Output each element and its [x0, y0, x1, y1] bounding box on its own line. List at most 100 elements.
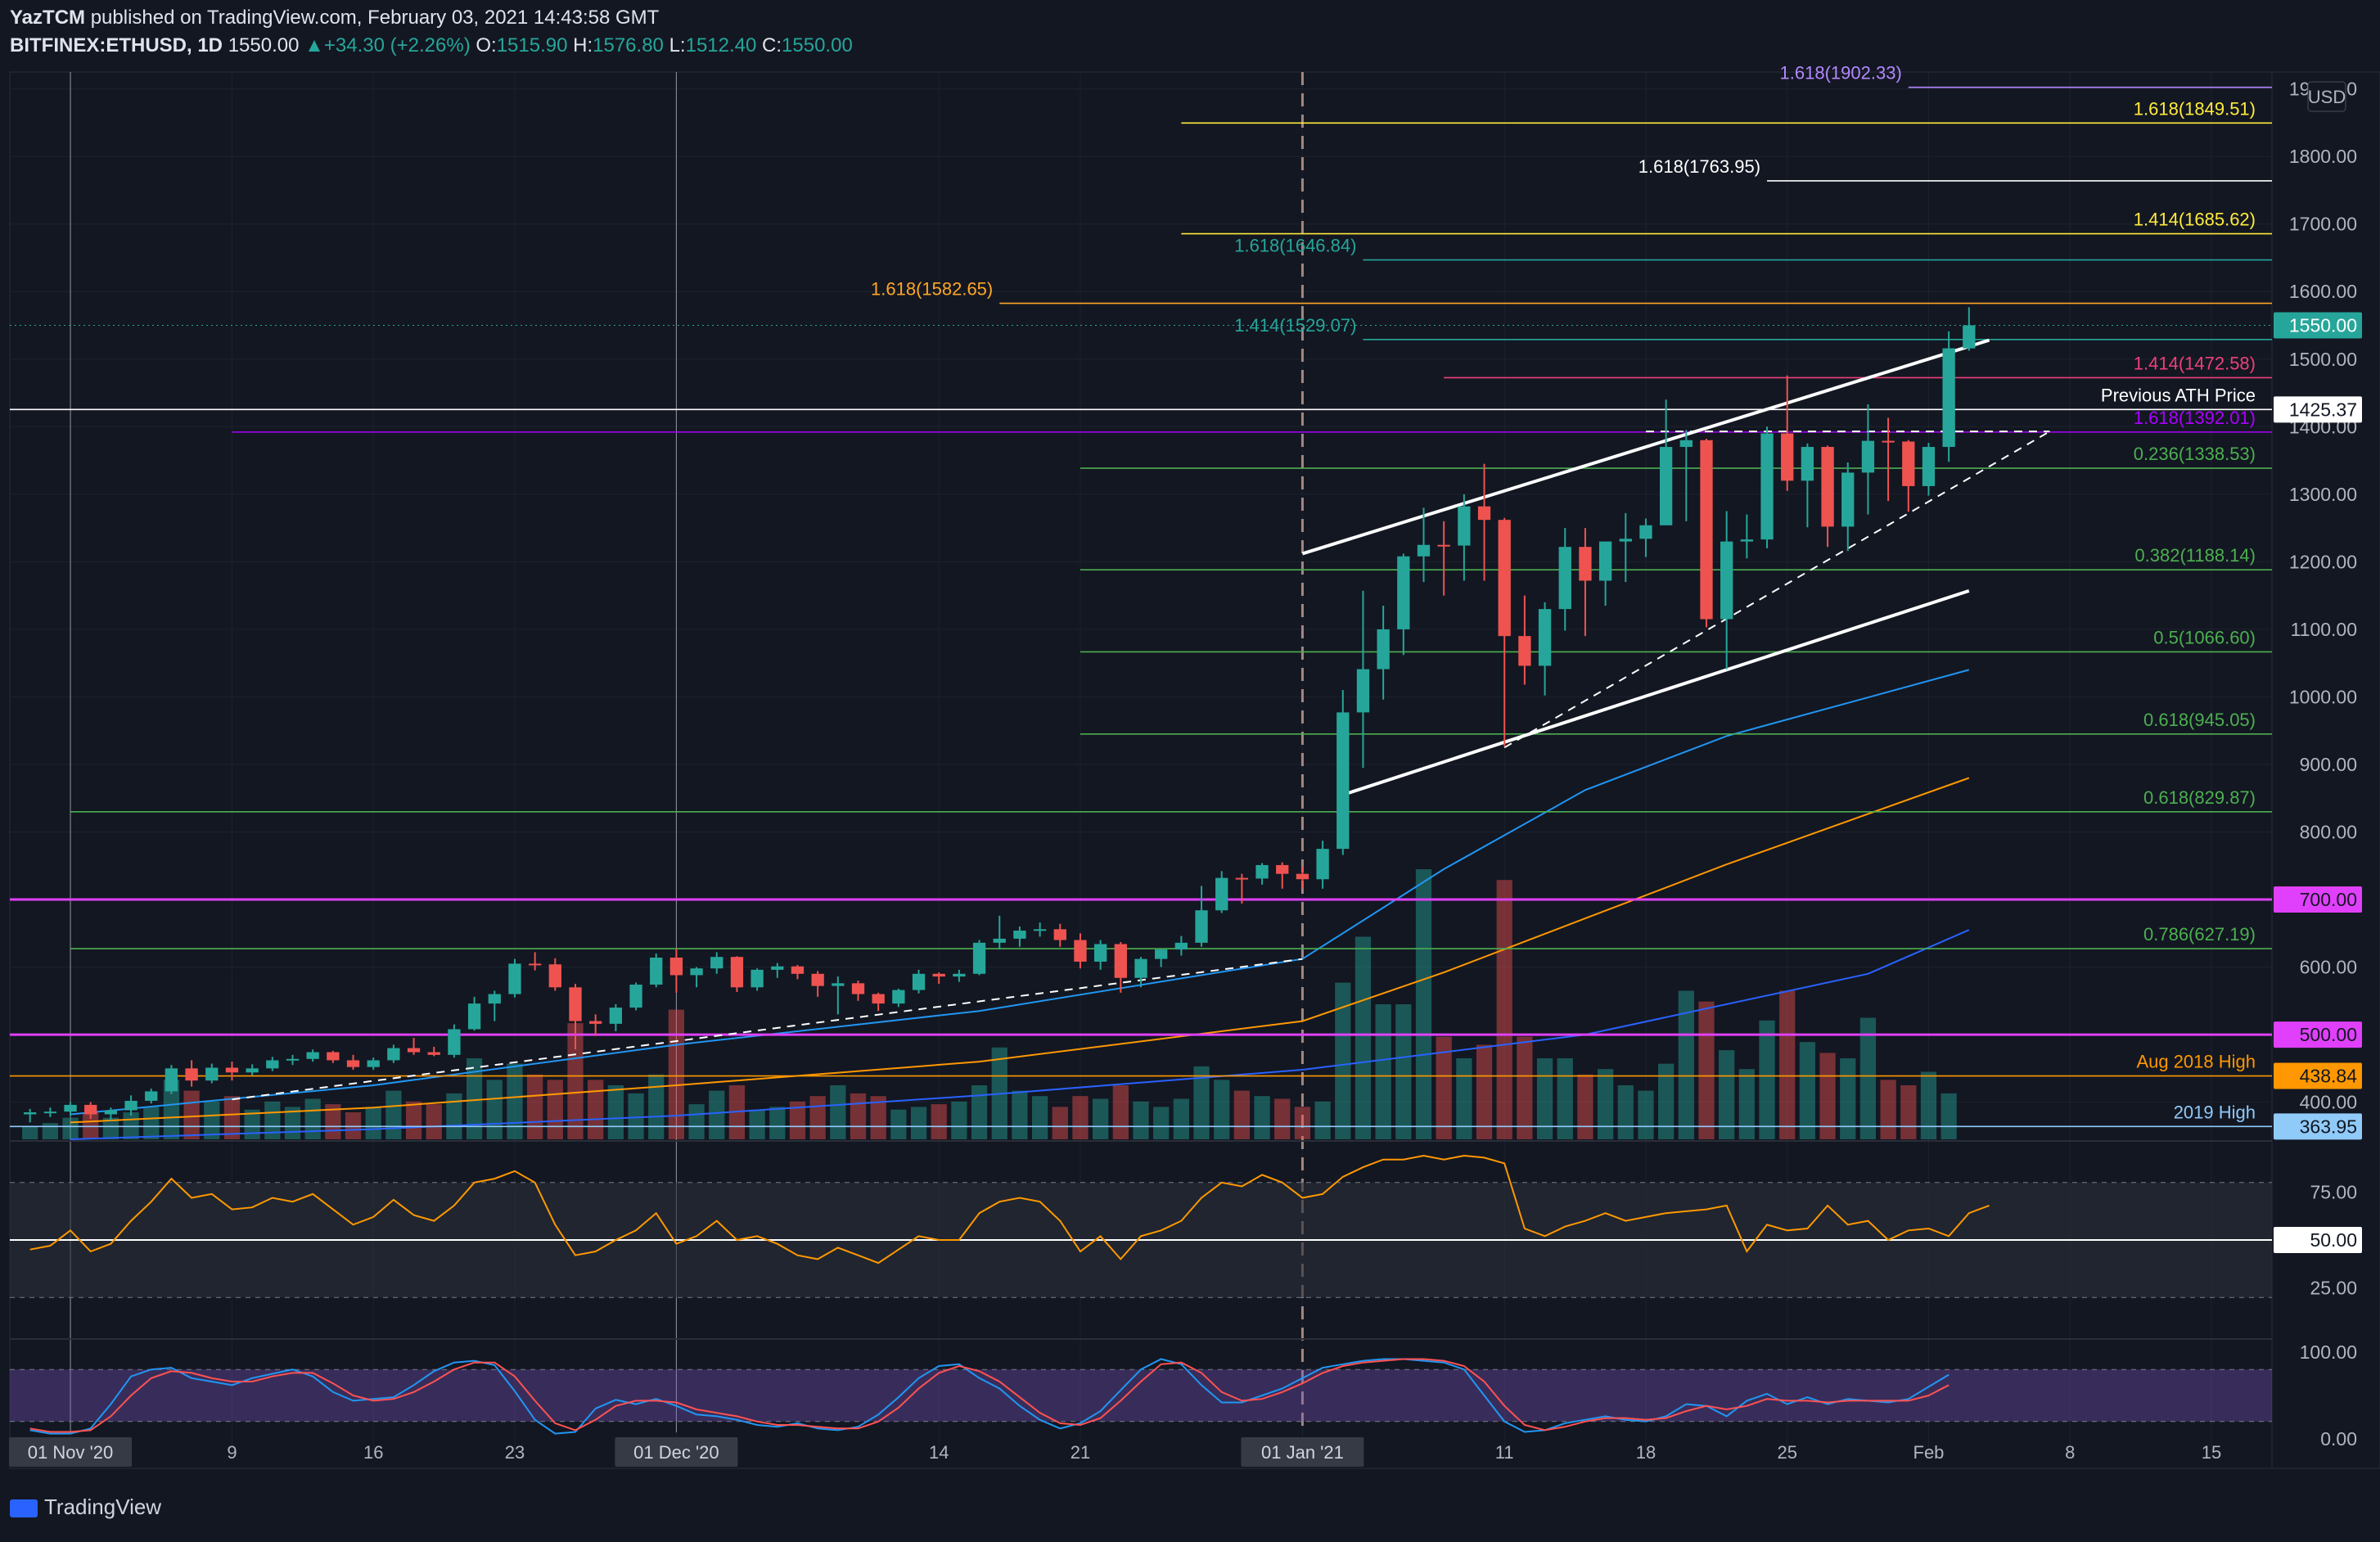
date-tick-label: Feb — [1913, 1442, 1945, 1463]
level-label: 0.618(829.87) — [2143, 787, 2256, 808]
tradingview-brand: TradingView — [44, 1495, 162, 1519]
symbol[interactable]: BITFINEX:ETHUSD, 1D — [10, 34, 223, 56]
candle — [165, 1065, 178, 1094]
candle — [1437, 521, 1450, 596]
price-tick-label: 1300.00 — [2289, 484, 2357, 505]
volume-bar — [1335, 982, 1351, 1139]
volume-bar — [870, 1096, 886, 1139]
candle — [751, 968, 764, 991]
channel-upper-trendline[interactable] — [1301, 338, 1990, 556]
candle-body — [205, 1067, 219, 1081]
tradingview-logo[interactable]: TradingView — [10, 1495, 161, 1520]
dashed-support-2021-trendline[interactable] — [1503, 431, 2051, 749]
volume-bar — [1294, 1107, 1311, 1139]
date-tick-label: 18 — [1636, 1442, 1656, 1463]
level-label: 0.236(1338.53) — [2134, 444, 2256, 464]
candle — [1760, 426, 1774, 548]
candle — [1700, 439, 1713, 628]
candle — [1942, 331, 1955, 462]
volume-bar — [183, 1090, 200, 1139]
candle-body — [953, 973, 966, 977]
volume-bar — [709, 1090, 725, 1139]
candle — [1296, 866, 1309, 889]
candle-body — [225, 1067, 239, 1073]
candle-body — [246, 1068, 259, 1073]
candle-body — [1114, 944, 1127, 978]
candle — [548, 958, 561, 991]
candle — [508, 958, 521, 998]
candle — [327, 1050, 340, 1063]
candle-body — [1477, 506, 1491, 521]
candle-body — [1882, 440, 1895, 443]
level-label: 1.414(1472.58) — [2134, 353, 2256, 373]
volume-bar — [971, 1085, 988, 1139]
candle — [1377, 606, 1390, 700]
candle-body — [1458, 506, 1471, 546]
candle-body — [1437, 544, 1450, 547]
price-tick-label: 1600.00 — [2289, 281, 2357, 302]
candle-body — [1518, 636, 1531, 666]
date-tick-label: 16 — [363, 1442, 383, 1463]
candle-body — [993, 938, 1006, 943]
author[interactable]: YazTCM — [10, 7, 86, 29]
dashed-support-2020-trendline[interactable] — [232, 958, 1303, 1101]
last-price: 1550.00 — [228, 34, 300, 56]
candle — [306, 1049, 319, 1062]
candle-body — [1316, 849, 1329, 880]
candle — [1053, 923, 1066, 947]
volume-bar — [486, 1080, 503, 1139]
level-label: 1.618(1392.01) — [2134, 408, 2256, 428]
candle — [569, 984, 582, 1050]
level-label: 0.5(1066.60) — [2153, 627, 2256, 647]
candle-body — [1174, 942, 1188, 950]
candle-body — [1801, 447, 1814, 481]
candle-body — [467, 1003, 481, 1030]
level-label: 1.618(1849.51) — [2134, 98, 2256, 119]
candle — [1155, 948, 1168, 967]
price-tag-label: 1425.37 — [2289, 399, 2357, 420]
volume-bar — [223, 1096, 241, 1139]
volume-bar — [1072, 1096, 1089, 1139]
volume-bar — [426, 1104, 442, 1139]
volume-bar — [1658, 1063, 1675, 1139]
rsi-tick-label: 75.00 — [2310, 1182, 2357, 1203]
candle — [1963, 307, 1976, 351]
candle — [730, 956, 744, 993]
volume-bar — [809, 1096, 826, 1139]
stoch-tick-label: 100.00 — [2300, 1341, 2357, 1363]
candle-body — [1276, 864, 1289, 874]
date-tick-label: 01 Dec '20 — [633, 1442, 719, 1463]
volume-bar — [244, 1109, 260, 1139]
candle — [972, 940, 986, 976]
candle — [64, 1102, 77, 1116]
candle-body — [1336, 712, 1350, 850]
candle — [1356, 590, 1370, 769]
price-tick-label: 1100.00 — [2291, 619, 2357, 640]
price-tag-label: 363.95 — [2300, 1116, 2357, 1137]
candle — [1336, 690, 1350, 855]
volume-bar — [1254, 1096, 1270, 1139]
volume-bar — [264, 1101, 281, 1139]
candle — [225, 1062, 239, 1081]
volume-bar — [910, 1107, 927, 1139]
candle — [1255, 863, 1269, 885]
channel-lower-trendline[interactable] — [1342, 588, 1970, 796]
price-tick-label: 400.00 — [2300, 1092, 2357, 1113]
candle-body — [710, 957, 723, 969]
publish-text: published on TradingView.com, February 0… — [90, 7, 660, 29]
candle-body — [609, 1008, 623, 1024]
volume-bar — [1779, 990, 1796, 1139]
date-tick-label: 23 — [505, 1442, 525, 1463]
candle — [528, 952, 542, 971]
candle — [1093, 940, 1107, 970]
volume-bar — [1577, 1074, 1593, 1139]
volume-bar — [1012, 1090, 1028, 1139]
volume-bar — [345, 1112, 362, 1139]
price-tag-box — [2274, 1062, 2362, 1089]
candle-body — [1155, 949, 1168, 959]
level-label: 1.414(1685.62) — [2134, 210, 2256, 230]
volume-bar — [1859, 1017, 1877, 1139]
candle — [1902, 440, 1915, 512]
candle — [771, 963, 784, 978]
